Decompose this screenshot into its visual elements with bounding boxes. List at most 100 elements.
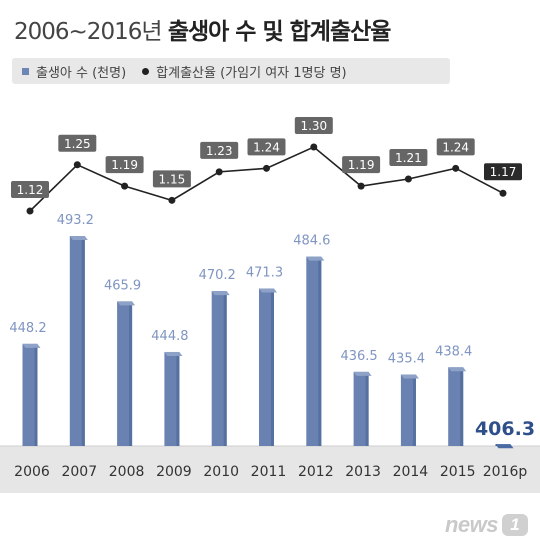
bar-side-2010 [223, 295, 227, 446]
bar-top-2011 [259, 288, 277, 293]
x-tick-label-2010: 2010 [203, 464, 239, 480]
x-tick-label-2013: 2013 [345, 464, 381, 480]
bar-2012 [306, 256, 322, 446]
bar-side-2015 [460, 371, 464, 446]
bar-2010 [211, 291, 227, 446]
title-main: 출생아 수 및 합계출산율 [167, 19, 392, 45]
fertility-label-box-2016p [484, 163, 522, 181]
fertility-value-label-2009: 1.15 [159, 172, 186, 186]
x-tick-label-2006: 2006 [14, 464, 50, 480]
bar-value-label-2011: 471.3 [246, 265, 283, 280]
bar-top-2013 [353, 371, 372, 376]
chart-title: 2006~2016년 출생아 수 및 합계출산율 [14, 12, 392, 46]
bar-side-2012 [318, 260, 322, 446]
bar-top-2010 [211, 291, 230, 296]
bar-2014 [400, 374, 416, 446]
fertility-point-2009 [168, 196, 176, 204]
fertility-label-box-2008 [105, 156, 144, 174]
fertility-value-label-2008: 1.19 [111, 158, 138, 172]
watermark-badge: 1 [502, 514, 528, 536]
fertility-point-2006 [26, 207, 34, 215]
fertility-label-box-2012 [294, 117, 333, 134]
bar-top-2012 [306, 256, 325, 261]
fertility-label-box-2009 [152, 170, 191, 188]
fertility-point-2008 [121, 182, 129, 190]
fertility-value-label-2006: 1.12 [17, 183, 44, 197]
bar-side-2009 [176, 355, 180, 446]
bar-value-label-2015: 438.4 [435, 344, 472, 359]
fertility-label-box-2010 [200, 141, 239, 159]
fertility-value-label-2014: 1.21 [395, 151, 422, 165]
legend-label-births: 출생아 수 (천명) [36, 65, 127, 81]
x-tick-label-2012: 2012 [298, 464, 334, 480]
bar-side-2011 [271, 292, 274, 446]
bar-2009 [164, 351, 180, 446]
bar-side-2008 [129, 305, 133, 446]
bar-side-2006 [34, 347, 38, 446]
bar-2006 [22, 343, 38, 446]
fertility-label-box-2013 [342, 156, 381, 174]
legend-item-births: 출생아 수 (천명) [22, 62, 126, 81]
bar-value-label-2007: 493.2 [57, 213, 94, 228]
fertility-point-2014 [404, 175, 412, 183]
bar-value-label-2012: 484.6 [293, 234, 330, 249]
watermark-logo: news 1 [445, 512, 528, 538]
fertility-point-2016p [499, 189, 507, 197]
bar-value-label-2008: 465.9 [104, 278, 141, 293]
fertility-value-label-2011: 1.24 [253, 140, 280, 154]
bar-top-2009 [164, 351, 183, 356]
bar-side-2007 [81, 240, 85, 446]
fertility-point-2012 [310, 143, 318, 151]
x-axis-band [0, 446, 540, 493]
x-tick-label-2007: 2007 [61, 464, 97, 480]
x-tick-label-2008: 2008 [109, 464, 145, 480]
x-tick-label-2015: 2015 [440, 464, 476, 480]
bar-value-label-2014: 435.4 [388, 351, 425, 366]
fertility-point-2013 [357, 182, 365, 190]
fertility-label-box-2014 [389, 149, 428, 166]
legend-label-fertility: 합계출산율 (가임기 여자 1명당 명) [156, 65, 347, 81]
fertility-point-2010 [215, 168, 223, 176]
fertility-value-label-2013: 1.19 [348, 158, 375, 172]
x-tick-label-2009: 2009 [156, 464, 192, 480]
bar-2015 [448, 367, 464, 446]
title-period: 2006~2016년 [14, 19, 162, 45]
legend-dot-icon [142, 67, 150, 75]
bar-top-2006 [22, 343, 41, 348]
bar-side-2014 [412, 378, 416, 446]
bar-top-2014 [400, 374, 419, 379]
bar-top-2008 [117, 301, 136, 306]
fertility-label-box-2006 [11, 181, 49, 198]
bar-top-2015 [448, 367, 467, 372]
bar-2013 [353, 371, 369, 446]
fertility-line [29, 146, 504, 212]
bar-value-label-2016p: 406.3 [475, 418, 535, 440]
x-tick-label-2016p: 2016p [483, 464, 528, 480]
fertility-point-2011 [263, 164, 270, 172]
fertility-label-box-2011 [247, 138, 286, 156]
x-tick-label-2014: 2014 [393, 464, 429, 480]
bar-side-2013 [365, 375, 369, 446]
bar-2011 [259, 288, 274, 446]
fertility-value-label-2012: 1.30 [300, 119, 327, 133]
fertility-point-2015 [452, 164, 460, 172]
bar-value-label-2006: 448.2 [9, 321, 46, 336]
x-tick-label-2011: 2011 [251, 464, 287, 480]
fertility-label-box-2015 [436, 138, 475, 156]
fertility-value-label-2010: 1.23 [206, 144, 233, 158]
legend: 출생아 수 (천명) 합계출산율 (가임기 여자 1명당 명) [12, 58, 450, 84]
watermark-text: news [444, 512, 499, 537]
bar-value-label-2009: 444.8 [151, 329, 188, 344]
fertility-value-label-2007: 1.25 [64, 137, 91, 151]
bar-value-label-2010: 470.2 [199, 268, 236, 283]
bar-top-2007 [69, 236, 88, 240]
bar-2008 [117, 301, 133, 446]
bar-value-label-2013: 436.5 [340, 349, 377, 364]
legend-item-fertility: 합계출산율 (가임기 여자 1명당 명) [142, 62, 347, 81]
bar-2007 [69, 236, 85, 446]
fertility-point-2007 [73, 161, 81, 169]
legend-square-icon [22, 67, 29, 75]
bar-top-2016p [495, 444, 514, 449]
fertility-value-label-2015: 1.24 [442, 140, 469, 154]
